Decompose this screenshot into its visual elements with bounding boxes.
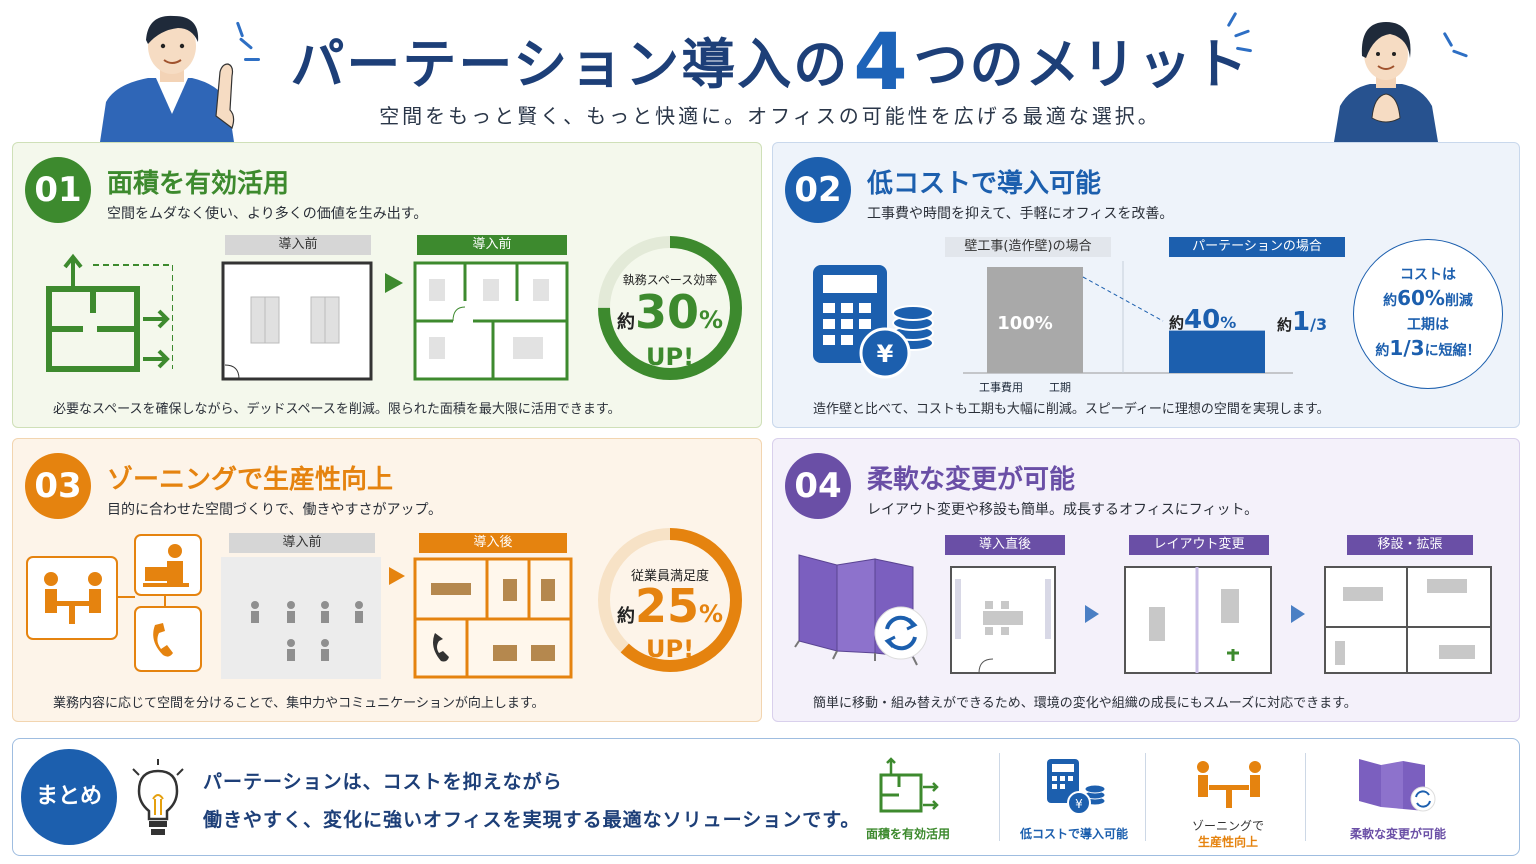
merit-footer: 簡単に移動・組み替えができるため、環境の変化や組織の成長にもスムーズに対応できま… — [813, 696, 1357, 711]
ring-up: UP! — [645, 635, 695, 663]
reduction-arrow — [1082, 276, 1164, 322]
zoning-before — [221, 557, 381, 679]
divider — [1305, 753, 1306, 841]
cost-bar-chart — [963, 261, 1293, 374]
merit-title: ゾーニングで生産性向上 — [107, 465, 394, 495]
merit-footer: 造作壁と比べて、コストも工期も大幅に削減。スピーディーに理想の空間を実現します。 — [813, 402, 1330, 417]
ring-value: 約30% — [616, 285, 724, 339]
man-pointing-icon — [100, 15, 235, 142]
divider — [1145, 753, 1146, 841]
merit-panel-02: 02 低コストで導入可能 工事費や時間を抑えて、手軽にオフィスを改善。 ¥ 壁工… — [772, 142, 1520, 428]
merit-panel-04: 04 柔軟な変更が可能 レイアウト変更や移設も簡単。成長するオフィスにフィット。… — [772, 438, 1520, 722]
arrow-right-icon — [389, 567, 405, 585]
partition-panel-icon — [1359, 759, 1436, 812]
floorplan-expand-icon — [46, 253, 173, 372]
summary-item-cost: ¥ 低コストで導入可能 — [999, 749, 1149, 849]
step-label-1: 導入直後 — [945, 535, 1065, 555]
merit-number: 04 — [785, 453, 851, 519]
arrow-right-icon — [385, 273, 403, 293]
ring-up: UP! — [645, 343, 695, 371]
meeting-icon — [1197, 761, 1261, 808]
layout-step-3 — [1324, 566, 1492, 674]
arrow-right-icon — [1291, 605, 1305, 623]
axis-cost-label: 工事費用 — [979, 381, 1023, 394]
partition-label: パーテーションの場合 — [1169, 237, 1345, 257]
merit-footer: 業務内容に応じて空間を分けることで、集中力やコミュニケーションが向上します。 — [53, 696, 545, 711]
header: パーテーション導入の4つのメリット 空間をもっと賢く、もっと快適に。オフィスの可… — [0, 0, 1536, 142]
step-label-2: レイアウト変更 — [1129, 535, 1269, 555]
woman-clapping-icon — [1334, 22, 1438, 142]
zoning-after — [413, 557, 573, 679]
merit-number: 03 — [25, 453, 91, 519]
period-value: 約1/3 — [1277, 307, 1328, 337]
satisfaction-ring — [598, 528, 742, 672]
divider — [999, 753, 1000, 841]
merit-number: 02 — [785, 157, 851, 223]
wall-cost-bar — [987, 267, 1083, 373]
before-label: 導入前 — [229, 533, 375, 553]
svg-text:¥: ¥ — [1075, 797, 1083, 811]
wall-label: 壁工事(造作壁)の場合 — [945, 237, 1111, 257]
merit-description: 目的に合わせた空間づくりで、働きやすさがアップ。 — [107, 502, 443, 518]
partition-panel-icon — [794, 554, 928, 666]
after-label: 導入後 — [419, 533, 567, 553]
page-title: パーテーション導入の4つのメリット — [290, 18, 1250, 108]
floorplan-after — [413, 261, 569, 381]
calculator-icon: ¥ — [1047, 759, 1106, 815]
efficiency-stat: 執務スペース効率 約30% UP! — [595, 233, 745, 383]
partition-bar-value: 約40% — [1169, 305, 1237, 335]
summary-item-zoning: ゾーニングで 生産性向上 — [1153, 749, 1303, 849]
lightbulb-icon — [132, 759, 184, 835]
before-label: 導入前 — [225, 235, 371, 255]
partition-cost-bar — [1169, 330, 1265, 373]
step-label-3: 移設・拡張 — [1347, 535, 1473, 555]
summary-bubble: コストは 約60%削減 工期は 約1/3に短縮！ — [1353, 239, 1503, 389]
merit-description: 空間をムダなく使い、より多くの価値を生み出す。 — [107, 206, 428, 222]
merit-title: 柔軟な変更が可能 — [867, 465, 1076, 495]
ring-value: 約25% — [616, 579, 724, 633]
merit-description: レイアウト変更や移設も簡単。成長するオフィスにフィット。 — [867, 502, 1259, 518]
merit-description: 工事費や時間を抑えて、手軽にオフィスを改善。 — [867, 206, 1174, 222]
summary-line-1: パーテーションは、コストを抑えながら — [203, 771, 563, 793]
page-subtitle: 空間をもっと賢く、もっと快適に。オフィスの可能性を広げる最適な選択。 — [379, 104, 1161, 128]
floorplan-expand-icon — [879, 757, 939, 813]
axis-period-label: 工期 — [1049, 381, 1071, 394]
summary-item-flexible: 柔軟な変更が可能 — [1313, 749, 1483, 849]
after-label: 導入前 — [417, 235, 567, 255]
ring-label: 執務スペース効率 — [622, 273, 718, 287]
satisfaction-stat: 従業員満足度 約25% UP! — [595, 525, 745, 675]
merit-footer: 必要なスペースを確保しながら、デッドスペースを削減。限られた面積を最大限に活用で… — [53, 402, 621, 417]
summary-badge: まとめ — [21, 749, 117, 845]
merit-title: 面積を有効活用 — [107, 169, 290, 199]
calculator-icon: ¥ — [813, 265, 934, 379]
summary-line-2: 働きやすく、変化に強いオフィスを実現する最適なソリューションです。 — [203, 809, 861, 831]
ring-label: 従業員満足度 — [630, 569, 709, 584]
summary-item-area: 面積を有効活用 — [853, 749, 963, 849]
efficiency-ring — [598, 236, 742, 380]
zoning-icons — [26, 534, 202, 672]
summary-section: まとめ パーテーションは、コストを抑えながら 働きやすく、変化に強いオフィスを実… — [12, 738, 1520, 856]
wall-bar-value: 100% — [997, 313, 1053, 334]
merit-number: 01 — [25, 157, 91, 223]
merit-panel-03: 03 ゾーニングで生産性向上 目的に合わせた空間づくりで、働きやすさがアップ。 … — [12, 438, 762, 722]
layout-step-2 — [1124, 566, 1272, 674]
svg-text:¥: ¥ — [877, 340, 894, 368]
arrow-right-icon — [1085, 605, 1099, 623]
floorplan-before — [221, 261, 373, 381]
layout-step-1 — [950, 566, 1056, 674]
merit-panel-01: 01 面積を有効活用 空間をムダなく使い、より多くの価値を生み出す。 導入前 導… — [12, 142, 762, 428]
merit-title: 低コストで導入可能 — [867, 169, 1102, 199]
